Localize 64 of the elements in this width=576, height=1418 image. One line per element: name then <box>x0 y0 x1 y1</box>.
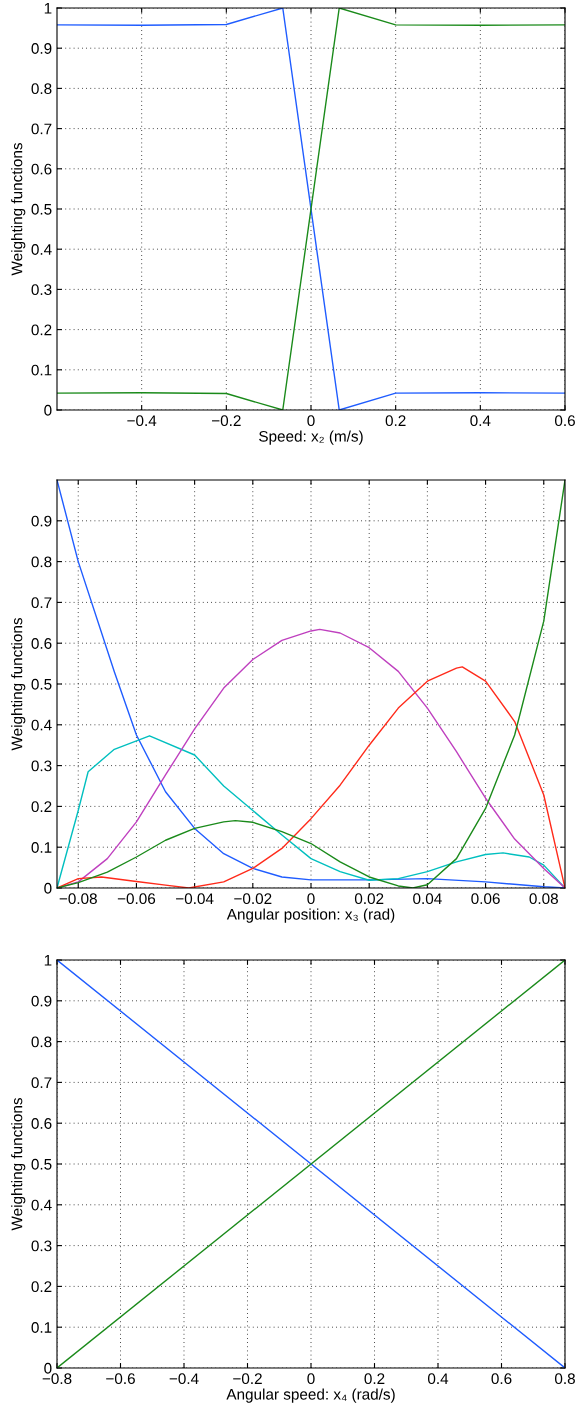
x-tick-label: −0.6 <box>106 1373 135 1385</box>
x-tick-label: 0 <box>307 893 315 905</box>
x-tick-label: −0.8 <box>42 1373 72 1385</box>
y-tick-label: 0.3 <box>31 760 52 772</box>
y-tick-label: 0.4 <box>31 719 52 731</box>
y-tick-label: 0 <box>44 404 52 416</box>
y-tick-label: 0.8 <box>31 556 52 568</box>
y-axis-title: Weighting functions <box>11 143 26 276</box>
x-tick-label: −0.4 <box>127 415 157 427</box>
x-tick-label: −0.08 <box>59 893 97 905</box>
y-tick-label: 0.4 <box>31 1199 52 1211</box>
x-tick-label: −0.04 <box>176 893 214 905</box>
x-tick-label: 0 <box>307 1373 315 1385</box>
y-tick-label: 0.2 <box>31 324 52 336</box>
x-tick-label: 0.6 <box>554 415 575 427</box>
x-tick-label: 0.2 <box>364 1373 385 1385</box>
y-tick-label: 0 <box>44 882 52 894</box>
y-tick-label: 0.6 <box>31 1118 52 1129</box>
x-tick-label: 0.2 <box>385 415 406 427</box>
y-tick-label: 0.1 <box>31 364 52 376</box>
x-axis-title: Speed: x₂ (m/s) <box>259 430 363 445</box>
x-tick-label: 0.4 <box>427 1373 449 1385</box>
y-tick-label: 0.7 <box>31 1077 52 1089</box>
y-tick-label: 0.7 <box>31 123 52 135</box>
x-tick-label: 0.8 <box>554 1373 575 1385</box>
y-tick-label: 0.5 <box>31 203 52 215</box>
x-tick-label: 0.02 <box>354 893 384 905</box>
y-tick-label: 0.4 <box>31 244 52 255</box>
x-tick-label: −0.06 <box>117 893 156 905</box>
x-axis-title: Angular position: x₃ (rad) <box>226 908 395 923</box>
line-series <box>57 480 565 888</box>
x-tick-label: 0.06 <box>471 893 500 905</box>
y-tick-label: 0.9 <box>31 43 52 54</box>
x-tick-label: −0.2 <box>212 415 241 427</box>
y-axis-title: Weighting functions <box>11 618 26 751</box>
x-tick-label: 0.6 <box>491 1373 512 1385</box>
y-tick-label: 0.6 <box>31 163 52 175</box>
y-tick-label: 0.8 <box>31 1036 52 1048</box>
x-tick-label: 0.4 <box>470 415 491 427</box>
y-tick-label: 0.9 <box>31 995 52 1007</box>
y-tick-label: 0.5 <box>31 678 52 690</box>
x-tick-label: 0 <box>307 415 315 427</box>
y-tick-label: 0.5 <box>31 1158 52 1170</box>
y-tick-label: 0.6 <box>31 638 52 649</box>
y-tick-label: 0.8 <box>31 83 52 95</box>
y-tick-label: 1 <box>44 955 52 966</box>
y-tick-label: 0 <box>44 1362 52 1374</box>
x-tick-label: 0.04 <box>413 893 442 905</box>
x-tick-label: 0.08 <box>529 893 558 905</box>
y-tick-label: 0.3 <box>31 284 52 296</box>
y-tick-label: 0.9 <box>31 515 52 527</box>
x-tick-label: −0.4 <box>169 1373 199 1385</box>
y-tick-label: 0.2 <box>31 1281 52 1293</box>
y-tick-label: 0.1 <box>31 1322 52 1333</box>
y-tick-label: 0.7 <box>31 597 52 609</box>
y-tick-label: 1 <box>44 3 52 14</box>
y-axis-title: Weighting functions <box>11 1098 26 1231</box>
line-series <box>57 8 565 410</box>
x-axis-title: Angular speed: x₄ (rad/s) <box>226 1388 395 1403</box>
x-tick-label: −0.02 <box>234 893 272 905</box>
x-tick-label: −0.2 <box>233 1373 262 1385</box>
y-tick-label: 0.3 <box>31 1240 52 1252</box>
y-tick-label: 0.1 <box>31 842 52 853</box>
y-tick-label: 0.2 <box>31 801 52 813</box>
